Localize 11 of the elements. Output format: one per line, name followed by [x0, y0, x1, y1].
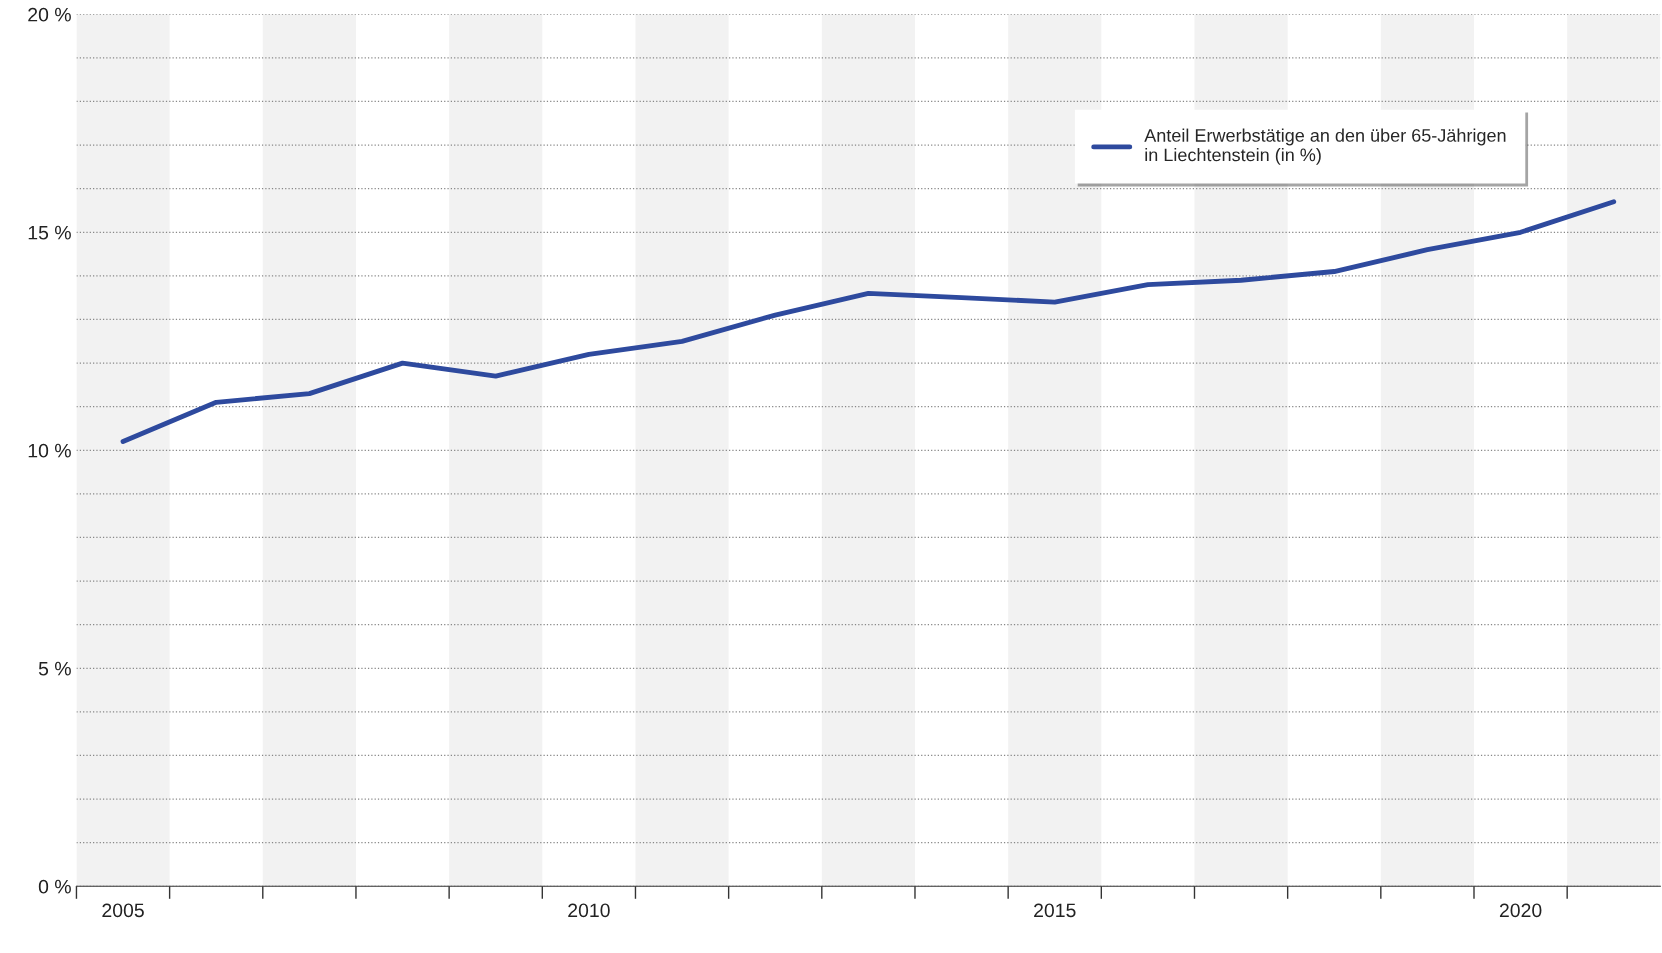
y-tick-label: 5 % — [38, 661, 71, 676]
x-tick-label: 2015 — [1034, 903, 1076, 918]
y-tick-label: 15 % — [28, 225, 71, 240]
x-tick-label: 2010 — [568, 903, 610, 918]
y-tick-label: 10 % — [28, 443, 71, 458]
x-tick-label: 2005 — [102, 903, 144, 918]
y-tick-label: 20 % — [28, 7, 71, 22]
x-tick-label: 2020 — [1499, 903, 1542, 918]
line-series — [120, 199, 1617, 444]
legend-label: Anteil Erwerbstätige an den über 65-Jährigen in Liechtenstein (in %) — [1144, 128, 1506, 165]
y-tick-label: 0 % — [38, 879, 71, 894]
